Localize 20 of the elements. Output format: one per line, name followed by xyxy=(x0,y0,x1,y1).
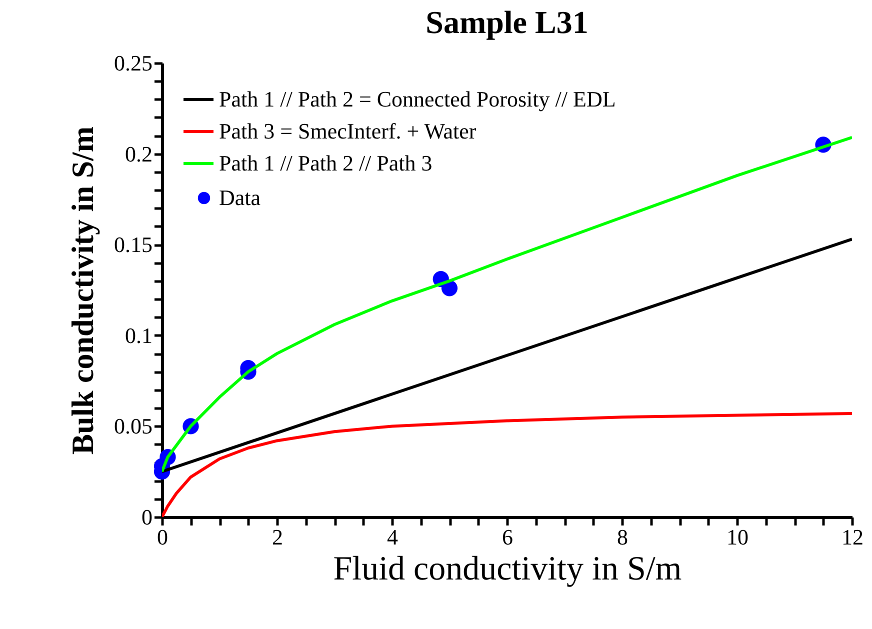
legend-label: Path 1 // Path 2 // Path 3 xyxy=(219,150,432,176)
x-tick-label: 0 xyxy=(157,524,168,550)
chart-title: Sample L31 xyxy=(426,4,588,40)
y-tick-label: 0.1 xyxy=(125,322,152,348)
y-tick-label: 0.05 xyxy=(114,414,152,439)
x-tick-label: 12 xyxy=(842,524,864,550)
y-tick-label: 0 xyxy=(142,504,152,530)
x-tick-label: 8 xyxy=(617,524,628,550)
legend-label: Data xyxy=(219,185,261,210)
x-tick-label: 4 xyxy=(387,524,398,550)
y-axis-title: Bulk conductivity in S/m xyxy=(65,126,100,455)
x-axis-title: Fluid conductivity in S/m xyxy=(333,550,682,588)
legend-label: Path 1 // Path 2 = Connected Porosity // EDL xyxy=(219,86,616,112)
x-tick-label: 2 xyxy=(272,524,283,550)
y-tick-label: 0.15 xyxy=(114,232,152,258)
y-tick-label: 0.2 xyxy=(125,141,152,166)
legend-label: Path 3 = SmecInterf. + Water xyxy=(219,118,477,144)
y-tick-label: 0.25 xyxy=(114,50,152,76)
x-tick-label: 10 xyxy=(726,524,748,550)
x-tick-label: 6 xyxy=(502,524,513,550)
